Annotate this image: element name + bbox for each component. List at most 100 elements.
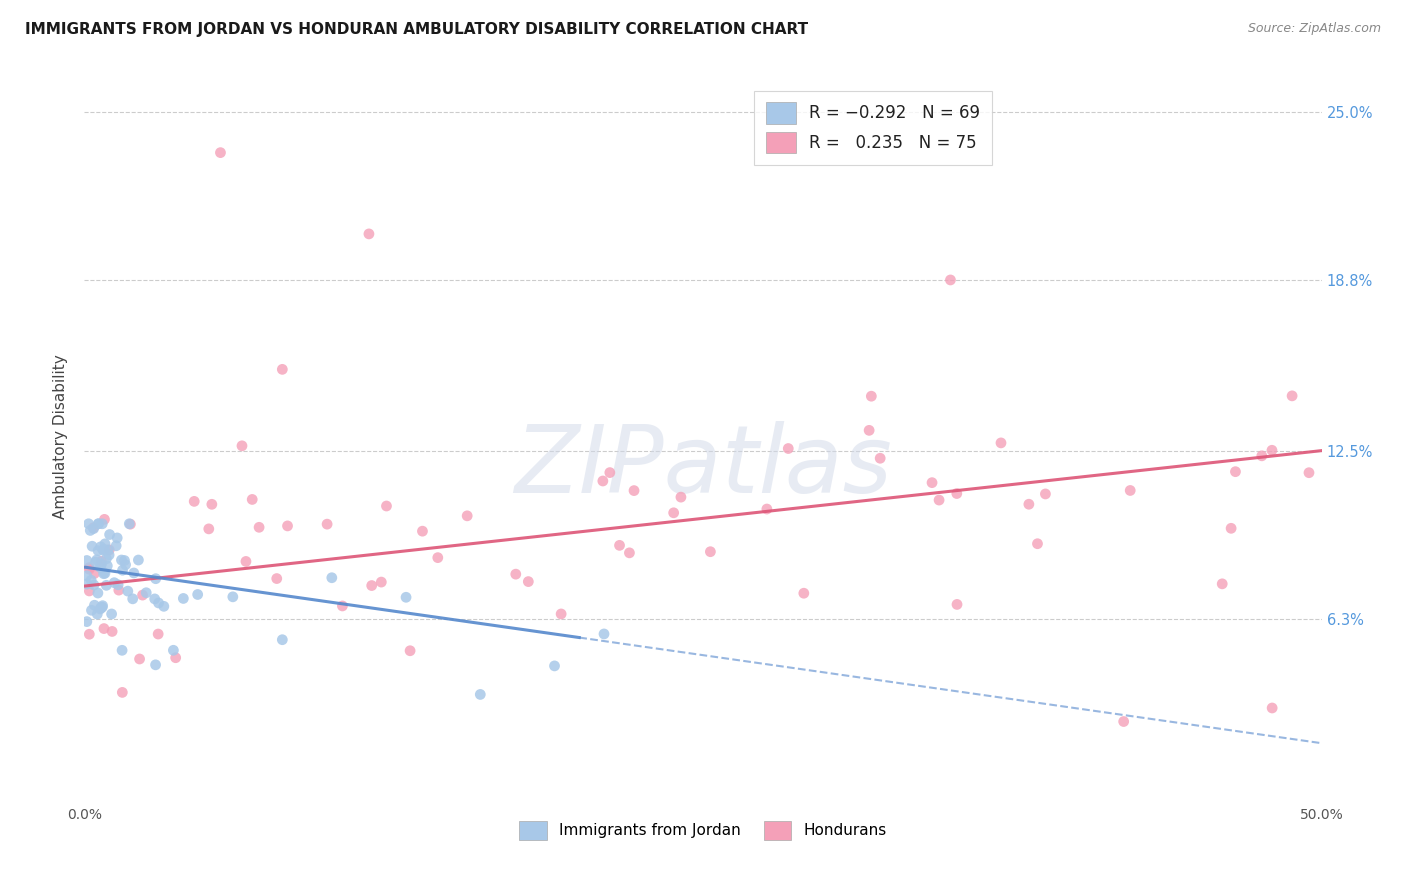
Point — [517, 574, 540, 589]
Point — [1119, 483, 1142, 498]
Point — [247, 520, 270, 534]
Point — [86, 553, 108, 567]
Point — [114, 553, 136, 567]
Point — [80, 574, 103, 588]
Point — [90, 554, 112, 568]
Point — [93, 566, 115, 581]
Point — [153, 599, 176, 614]
Text: IMMIGRANTS FROM JORDAN VS HONDURAN AMBULATORY DISABILITY CORRELATION CHART: IMMIGRANTS FROM JORDAN VS HONDURAN AMBUL… — [25, 22, 808, 37]
Point — [162, 643, 184, 657]
Point — [755, 502, 778, 516]
Text: ZIPatlas: ZIPatlas — [515, 421, 891, 512]
Point — [84, 555, 107, 569]
Point — [97, 543, 120, 558]
Point — [470, 688, 492, 702]
Point — [209, 145, 232, 160]
Point — [83, 522, 105, 536]
Point — [108, 583, 131, 598]
Point — [921, 475, 943, 490]
Point — [146, 627, 169, 641]
Point — [121, 591, 143, 606]
Point — [316, 517, 339, 532]
Point — [543, 659, 565, 673]
Text: Source: ZipAtlas.com: Source: ZipAtlas.com — [1247, 22, 1381, 36]
Point — [90, 600, 112, 615]
Point — [1281, 389, 1303, 403]
Point — [105, 531, 128, 545]
Point — [117, 584, 139, 599]
Point — [83, 578, 105, 592]
Point — [357, 227, 380, 241]
Point — [1026, 537, 1049, 551]
Point — [360, 578, 382, 592]
Point — [375, 499, 398, 513]
Point — [87, 516, 110, 531]
Point — [662, 506, 685, 520]
Point — [1220, 521, 1243, 535]
Point — [79, 627, 101, 641]
Point — [928, 493, 950, 508]
Point — [148, 596, 170, 610]
Point — [145, 657, 167, 672]
Point — [107, 578, 129, 592]
Point — [82, 539, 104, 553]
Point — [1298, 466, 1320, 480]
Point — [1211, 577, 1233, 591]
Point — [105, 539, 128, 553]
Point — [399, 644, 422, 658]
Point — [83, 566, 105, 581]
Point — [82, 521, 104, 535]
Point — [172, 591, 194, 606]
Point — [183, 494, 205, 508]
Point — [395, 591, 418, 605]
Point — [79, 584, 101, 599]
Point — [240, 492, 263, 507]
Point — [91, 599, 114, 613]
Point — [77, 516, 100, 531]
Point — [98, 527, 121, 541]
Point — [118, 516, 141, 531]
Point — [86, 607, 108, 621]
Point — [599, 466, 621, 480]
Point — [593, 627, 616, 641]
Point — [79, 560, 101, 574]
Point — [91, 600, 114, 615]
Point — [89, 560, 111, 574]
Point — [131, 588, 153, 602]
Point — [990, 436, 1012, 450]
Point — [187, 587, 209, 601]
Point — [98, 543, 121, 558]
Point — [93, 542, 115, 557]
Point — [592, 474, 614, 488]
Point — [83, 599, 105, 613]
Point — [1250, 449, 1272, 463]
Point — [76, 553, 98, 567]
Point — [505, 567, 527, 582]
Point — [411, 524, 433, 538]
Point — [87, 586, 110, 600]
Point — [93, 622, 115, 636]
Point — [87, 543, 110, 558]
Point — [91, 543, 114, 558]
Point — [89, 602, 111, 616]
Point — [94, 566, 117, 581]
Point — [80, 603, 103, 617]
Point — [96, 558, 118, 573]
Point — [1261, 443, 1284, 458]
Point — [90, 557, 112, 571]
Y-axis label: Ambulatory Disability: Ambulatory Disability — [53, 355, 69, 519]
Point — [76, 568, 98, 582]
Point — [110, 553, 132, 567]
Point — [699, 545, 721, 559]
Point — [619, 546, 641, 560]
Point — [76, 615, 98, 629]
Point — [860, 389, 883, 403]
Point — [198, 522, 221, 536]
Point — [271, 362, 294, 376]
Point — [669, 490, 692, 504]
Point — [114, 558, 136, 572]
Point — [793, 586, 815, 600]
Point — [623, 483, 645, 498]
Point — [98, 548, 121, 562]
Point — [100, 607, 122, 621]
